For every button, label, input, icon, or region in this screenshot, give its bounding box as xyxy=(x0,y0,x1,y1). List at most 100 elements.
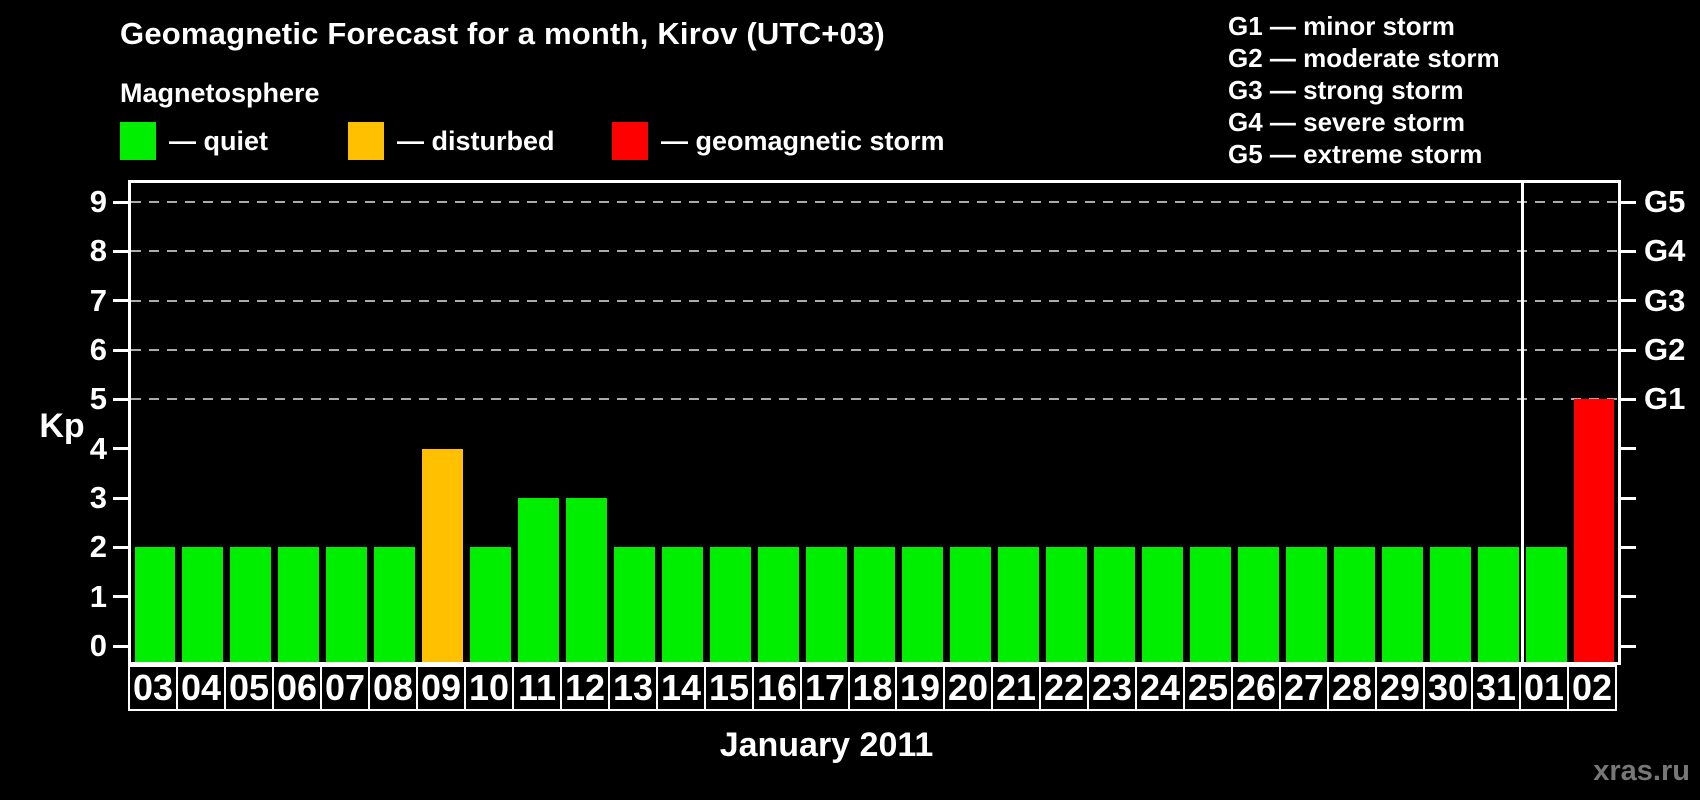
legend-item-quiet: — quiet xyxy=(120,121,268,161)
y-axis-tick-label: 2 xyxy=(89,529,107,565)
y-axis-tick xyxy=(113,447,128,451)
day-label-cell: 26 xyxy=(1231,665,1281,711)
kp-bar-day-20 xyxy=(949,547,991,662)
day-label-cell: 09 xyxy=(416,665,466,711)
gridline xyxy=(131,250,1618,253)
day-label-cell: 23 xyxy=(1087,665,1137,711)
kp-bar-day-06 xyxy=(278,547,320,662)
gridline xyxy=(131,349,1618,351)
y-axis-tick-label: 7 xyxy=(89,282,107,318)
kp-bar-day-27 xyxy=(1285,547,1327,662)
watermark: xras.ru xyxy=(1593,755,1690,787)
day-label-cell: 07 xyxy=(320,665,370,711)
month-label: January 2011 xyxy=(719,726,934,764)
day-label-cell: 19 xyxy=(895,665,945,711)
kp-bar-day-01 xyxy=(1525,547,1567,662)
y-axis-tick-label: 3 xyxy=(89,480,107,515)
y-axis-tick xyxy=(113,200,128,204)
storm-legend-label: — geomagnetic storm xyxy=(661,125,945,156)
day-label-cell: 24 xyxy=(1135,665,1185,711)
g-scale-legend-item: G3 — strong storm xyxy=(1228,75,1464,105)
g-level-label: G2 xyxy=(1644,332,1686,367)
right-axis-tick xyxy=(1621,348,1636,352)
day-label-cell: 02 xyxy=(1567,665,1617,711)
gridline xyxy=(131,299,1618,302)
y-axis-tick-label: 8 xyxy=(89,233,107,269)
disturbed-color-swatch xyxy=(348,122,384,160)
kp-bar-day-21 xyxy=(997,547,1039,662)
disturbed-legend-label: — disturbed xyxy=(397,125,555,156)
day-label-cell: 17 xyxy=(800,665,850,711)
day-label-cell: 08 xyxy=(368,665,418,711)
day-label-cell: 12 xyxy=(560,665,610,711)
right-axis-tick xyxy=(1621,595,1636,599)
y-axis-tick-label: 0 xyxy=(89,628,107,663)
day-label-cell: 25 xyxy=(1183,665,1233,711)
gridline xyxy=(131,398,1618,401)
right-axis-tick xyxy=(1621,397,1636,401)
g-scale-legend-item: G1 — minor storm xyxy=(1228,11,1455,41)
day-label-cell: 30 xyxy=(1423,665,1473,711)
day-label-cell: 27 xyxy=(1279,665,1329,711)
magnetosphere-label: Magnetosphere xyxy=(120,78,320,108)
storm-color-swatch xyxy=(612,122,648,160)
kp-bar-day-31 xyxy=(1477,547,1519,662)
g-scale-legend-item: G5 — extreme storm xyxy=(1228,139,1483,169)
y-axis-tick-label: 6 xyxy=(89,332,107,367)
y-axis-tick xyxy=(113,249,128,253)
quiet-legend-label: — quiet xyxy=(169,125,268,156)
day-label-cell: 10 xyxy=(464,665,514,711)
day-label-cell: 14 xyxy=(656,665,706,711)
kp-bar-day-30 xyxy=(1429,547,1471,662)
month-separator-line xyxy=(1520,183,1524,662)
g-level-label: G5 xyxy=(1644,184,1686,219)
kp-bar-day-07 xyxy=(326,547,368,662)
kp-bar-day-24 xyxy=(1141,547,1183,662)
y-axis-tick-label: 9 xyxy=(89,184,107,219)
day-label-cell: 13 xyxy=(608,665,658,711)
kp-bar-day-17 xyxy=(806,547,847,662)
g-scale-legend: G1 — minor storm G2 — moderate storm G3 … xyxy=(1228,10,1500,170)
day-label-cell: 15 xyxy=(704,665,754,711)
day-label-cell: 11 xyxy=(512,665,562,711)
kp-bar-day-23 xyxy=(1093,547,1135,662)
y-axis-tick xyxy=(113,299,128,303)
kp-bar-day-26 xyxy=(1237,547,1279,662)
right-axis-tick xyxy=(1621,299,1636,303)
right-axis-tick xyxy=(1621,447,1636,451)
kp-bar-day-12 xyxy=(566,498,608,662)
g-level-label: G1 xyxy=(1644,381,1686,417)
kp-bar-day-22 xyxy=(1045,547,1087,662)
day-label-cell: 16 xyxy=(752,665,802,711)
legend-item-disturbed: — disturbed xyxy=(348,121,555,161)
y-axis-tick xyxy=(113,644,128,648)
right-axis-tick xyxy=(1621,644,1636,648)
day-label-cell: 22 xyxy=(1039,665,1089,711)
kp-bar-day-16 xyxy=(758,547,800,662)
kp-bar-day-02 xyxy=(1573,399,1615,662)
day-label-cell: 03 xyxy=(128,665,178,711)
kp-bar-day-13 xyxy=(614,547,656,662)
day-label-cell: 31 xyxy=(1471,665,1521,711)
kp-bar-day-29 xyxy=(1381,547,1423,662)
y-axis-tick xyxy=(113,496,128,500)
day-label-cell: 21 xyxy=(991,665,1041,711)
y-axis-tick xyxy=(113,397,128,401)
day-label-cell: 28 xyxy=(1327,665,1377,711)
kp-axis-label: Kp xyxy=(39,407,85,445)
y-axis-tick xyxy=(113,595,128,599)
kp-bar-day-03 xyxy=(134,547,176,662)
day-label-row: 03 04 05 06 07 08 09 10 11 12 13 14 15 16 17 18 19 20 21 22… xyxy=(128,665,1621,711)
y-axis-tick xyxy=(113,348,128,352)
kp-bar-day-18 xyxy=(854,547,895,662)
quiet-color-swatch xyxy=(120,122,156,160)
kp-bar-day-28 xyxy=(1333,547,1375,662)
kp-bar-day-04 xyxy=(182,547,224,662)
kp-bar-day-14 xyxy=(662,547,704,662)
day-label-cell: 04 xyxy=(176,665,226,711)
day-label-cell: 20 xyxy=(943,665,993,711)
kp-bar-day-15 xyxy=(710,547,752,662)
right-axis-tick xyxy=(1621,249,1636,253)
g-level-label: G3 xyxy=(1644,282,1686,318)
day-label-cell: 29 xyxy=(1375,665,1425,711)
